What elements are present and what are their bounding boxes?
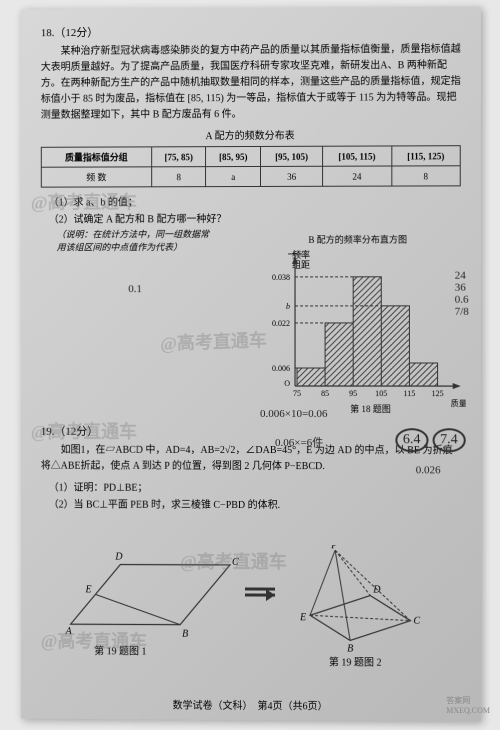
th-3: [95, 105) [261,146,323,166]
handwriting-left: 0.1 [128,283,142,295]
q18-number: 18.（12分） [41,22,461,40]
td-2: a [206,166,261,186]
xtick: 95 [349,389,357,398]
q18-sub2: （2）试确定 A 配方和 B 配方哪一种好？ [49,209,461,225]
label-B: B [182,629,188,640]
label-E2: E [299,612,306,623]
td-0: 频 数 [41,167,151,187]
chart-caption: 第 18 题图 [350,403,391,414]
th-0: 质量指标值分组 [41,147,151,167]
page-footer: 数学试卷（文科） 第4页（共6页） [21,696,481,714]
q19-sub1: （1）证明：PD⊥BE； [49,479,461,495]
label-B2: B [347,643,353,654]
label-E: E [85,584,92,595]
ytick: b [286,302,290,311]
circ1: 6.4 [395,428,429,452]
xlabel: 质量指标值 [451,398,466,408]
xtick: 125 [432,389,444,398]
td-1: 8 [152,167,206,187]
fig1-caption: 第 19 题图 1 [94,644,146,657]
td-4: 24 [323,166,392,186]
q19-sub2: （2）当 BC⊥平面 PEB 时，求三棱锥 C−PBD 的体积. [49,496,461,512]
td-5: 8 [391,166,460,186]
geometry-figures: A B C D E 第 19 题图 1 P E B C D [61,544,441,666]
freq-table: 质量指标值分组 [75, 85) [85, 95) [95, 105) [105… [41,145,461,187]
th-1: [75, 85) [152,147,206,167]
label-P: P [330,544,337,551]
label-C2: C [413,616,420,627]
circ2: 7.4 [432,428,466,452]
table-title: A 配方的频数分布表 [41,126,461,143]
table-row: 质量指标值分组 [75, 85) [85, 95) [95, 105) [105… [41,146,460,168]
xtick: 115 [404,389,416,398]
handwriting-bottom1: 0.006×10=0.06 [260,408,328,420]
label-C: C [232,557,239,568]
td-3: 36 [261,166,323,186]
ytick: 0.006 [272,364,290,373]
table-row: 频 数 8 a 36 24 8 [41,166,460,187]
handwriting-q19: 0.026 [416,464,441,476]
chart-title: B 配方的频率分布直方图 [250,233,466,246]
histogram-chart: B 配方的频率分布直方图 频率 组距 O [250,233,466,419]
handwriting-circled: 6.4 7.4 [395,428,466,452]
svg-text:O: O [284,379,290,388]
th-5: [115, 125) [391,146,460,166]
ytick: 0.022 [272,319,290,328]
fig2-caption: 第 19 题图 2 [329,655,382,668]
corner-logo: 答案网 MXEQ.COM [446,695,490,715]
xtick: 85 [321,389,329,398]
label-D: D [114,552,123,563]
q18-sub1: （1）求 a、b 的值； [49,192,461,208]
th-2: [85, 95) [206,146,261,166]
handwriting-bottom2: 0.06×=6件 [275,434,323,450]
label-A: A [65,626,73,637]
xtick: 75 [293,389,301,398]
handwriting-calc: 24 36 0.6 7/8 [455,270,469,319]
xtick: 105 [375,389,387,398]
ytick: 0.038 [272,273,290,282]
th-4: [105, 115) [323,146,392,166]
q18-paragraph: 某种治疗新型冠状病毒感染肺炎的复方中药产品的质量以其质量指标值衡量，质量指标值越… [41,42,461,124]
histogram-svg: 频率 组距 O 0.038 b 0.022 0.006 [250,246,466,415]
label-D2: D [372,584,381,595]
